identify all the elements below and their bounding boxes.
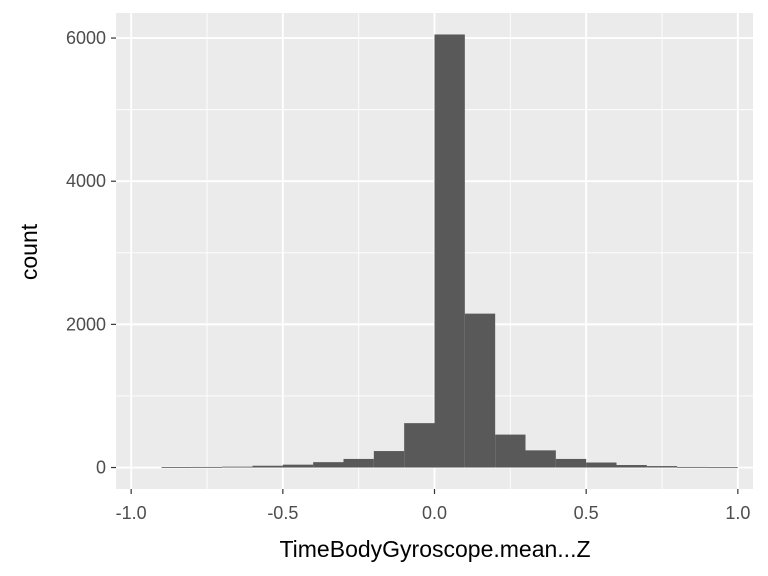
y-axis-ticks: 0 2000 4000 6000: [66, 28, 116, 478]
histogram-bar: [373, 451, 405, 468]
histogram-bar: [495, 434, 526, 468]
y-tick-label: 0: [96, 458, 106, 478]
histogram-bar: [343, 458, 374, 468]
y-tick-label: 2000: [66, 314, 106, 334]
histogram-bar: [313, 462, 344, 468]
histogram-bar: [616, 465, 647, 468]
histogram-bar: [464, 313, 496, 468]
histogram-bar: [677, 466, 708, 468]
x-axis-title: TimeBodyGyroscope.mean...Z: [279, 536, 590, 562]
histogram-bar: [525, 450, 556, 468]
histogram-bar: [434, 34, 465, 468]
x-axis-ticks: -1.0 -0.5 0.0 0.5 1.0: [116, 489, 750, 523]
histogram-bar: [191, 466, 223, 468]
histogram-bar: [252, 465, 283, 468]
y-tick-label: 4000: [66, 171, 106, 191]
histogram-bar: [404, 423, 435, 468]
histogram-bars: [161, 34, 738, 469]
histogram-bar: [161, 467, 192, 468]
x-tick-label: 0.0: [422, 503, 447, 523]
histogram-bar: [555, 458, 587, 468]
histogram-bar: [282, 464, 314, 468]
x-tick-label: -1.0: [116, 503, 147, 523]
x-tick-label: -0.5: [267, 503, 298, 523]
x-tick-label: 1.0: [725, 503, 750, 523]
histogram-bar: [586, 462, 617, 468]
histogram-bar: [646, 466, 678, 468]
y-tick-label: 6000: [66, 28, 106, 48]
y-axis-title: count: [16, 223, 42, 280]
x-tick-label: 0.5: [574, 503, 599, 523]
histogram-bar: [707, 467, 738, 469]
histogram-bar: [222, 466, 253, 468]
